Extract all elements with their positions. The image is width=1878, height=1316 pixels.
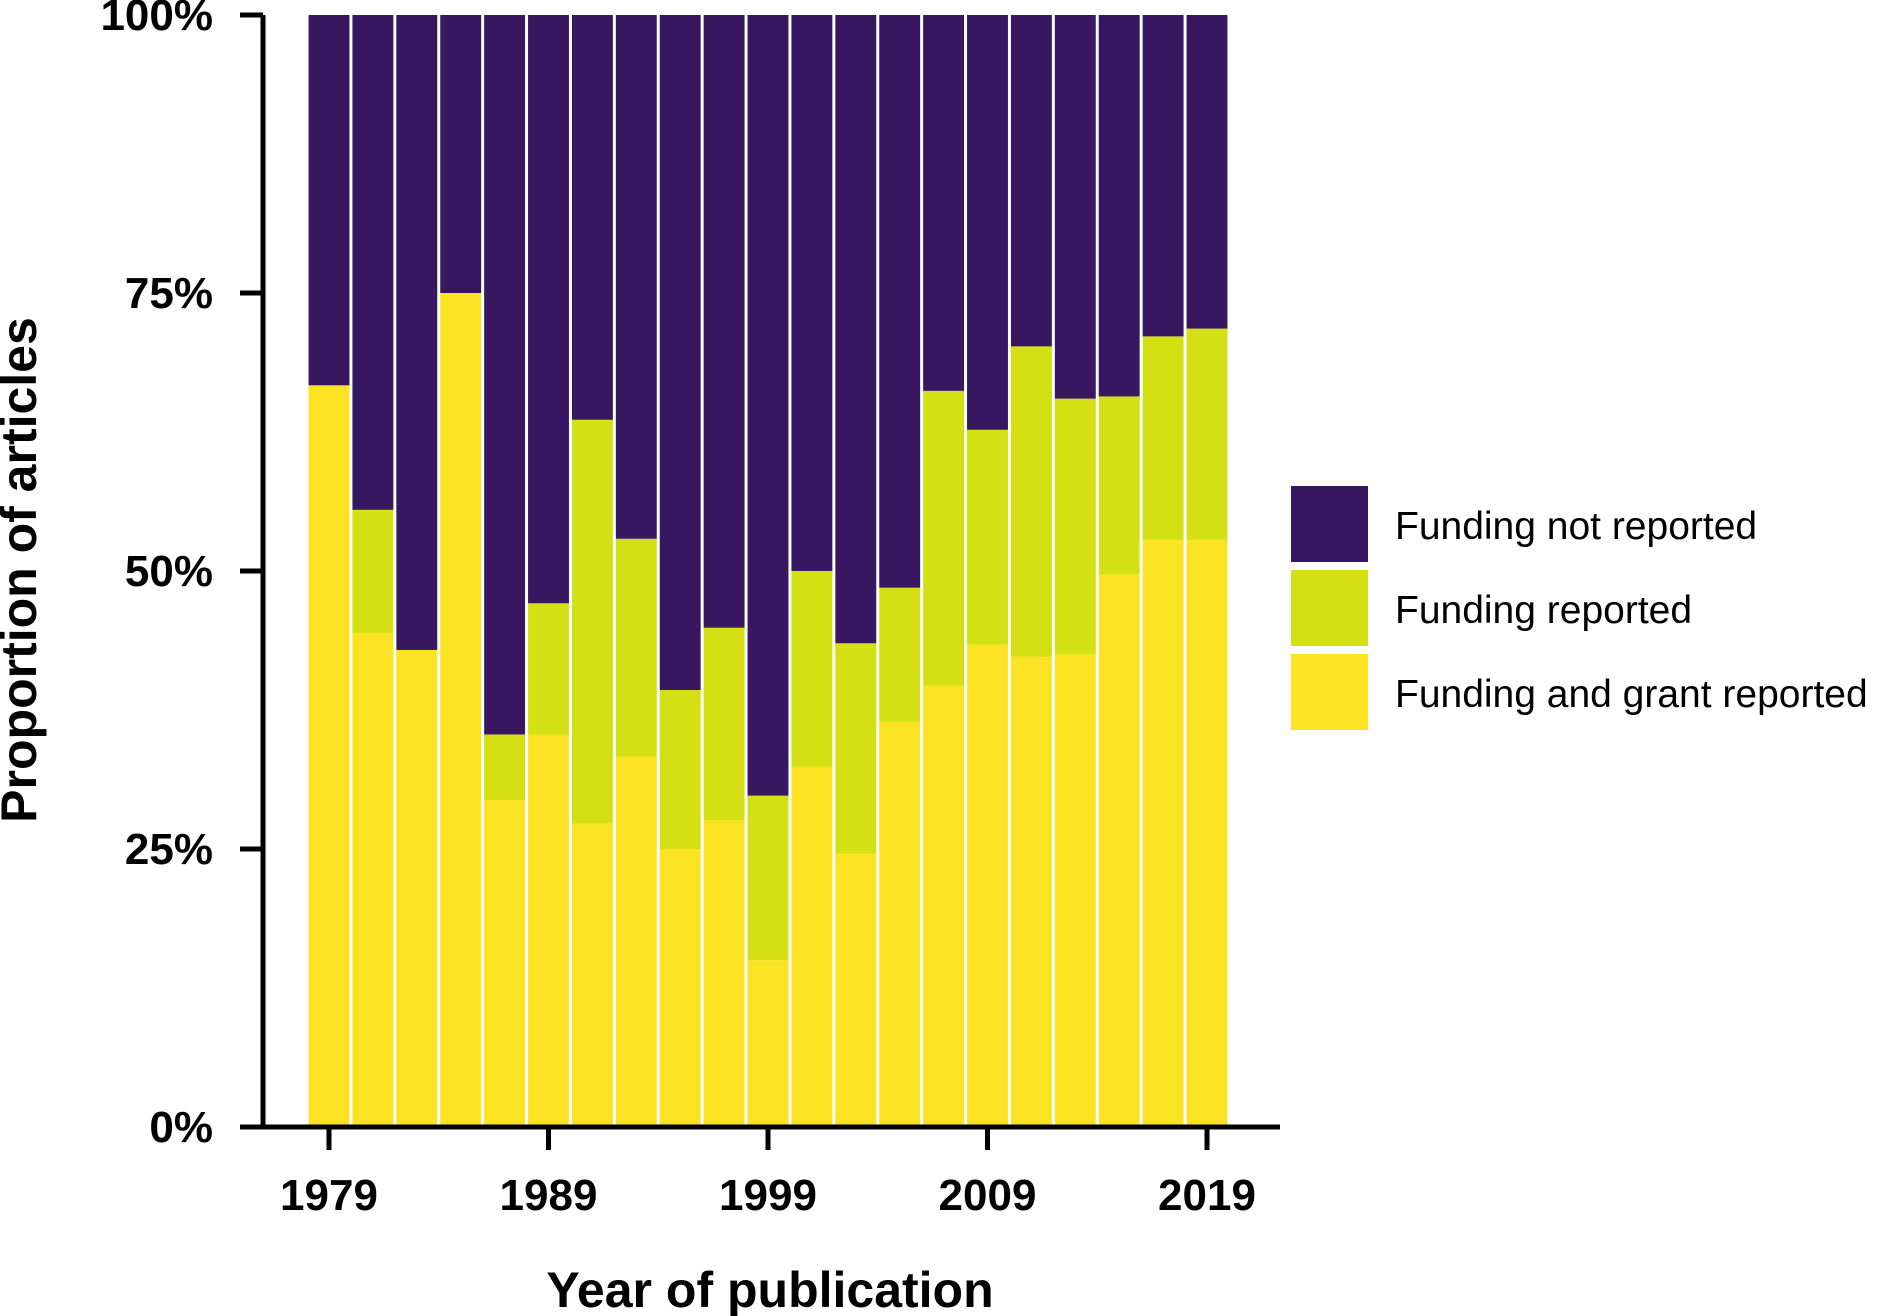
x-tick-label: 2009 bbox=[939, 1171, 1037, 1220]
x-tick-label: 1979 bbox=[280, 1171, 378, 1220]
bar-segment-2003-series-1: Funding reported 2003: 18.9 bbox=[835, 643, 877, 854]
bar-segment-2005-series-2: Funding not reported 2005: 51.5 bbox=[879, 15, 921, 588]
bar-segment-2005-series-0: Funding and grant reported 2005: 36.4 bbox=[879, 722, 921, 1127]
x-tick-label: 1999 bbox=[719, 1171, 817, 1220]
bar-segment-2001-series-0: Funding and grant reported 2001: 32.4 bbox=[791, 766, 833, 1127]
bar-segment-2017-series-0: Funding and grant reported 2017: 52.8 bbox=[1142, 539, 1184, 1127]
bar-segment-1987-series-1: Funding reported 1987: 5.9 bbox=[484, 734, 526, 801]
y-tick-label: 75% bbox=[125, 269, 213, 318]
bar-segment-2015-series-0: Funding and grant reported 2015: 49.7 bbox=[1098, 574, 1140, 1127]
legend-swatch bbox=[1291, 570, 1368, 646]
bar-segment-2013-series-2: Funding not reported 2013: 34.5 bbox=[1054, 15, 1096, 399]
bar-segment-1995-series-0: Funding and grant reported 1995: 25 bbox=[659, 849, 701, 1127]
bar-segment-2019-series-0: Funding and grant reported 2019: 52.8 bbox=[1186, 539, 1228, 1127]
bar-segment-1983-series-2: Funding not reported 1983: 57.1 bbox=[396, 15, 438, 650]
bar-segment-1981-series-2: Funding not reported 1981: 44.5 bbox=[352, 15, 394, 510]
bar-segment-1979-series-0: Funding and grant reported 1979: 66.7 bbox=[308, 385, 350, 1127]
bar-segment-2017-series-1: Funding reported 2017: 18.3 bbox=[1142, 336, 1184, 540]
bar-segment-2007-series-2: Funding not reported 2007: 33.8 bbox=[923, 15, 965, 391]
bar-segment-1991-series-0: Funding and grant reported 1991: 27.3 bbox=[571, 823, 613, 1127]
bar-segment-2011-series-1: Funding reported 2011: 27.9 bbox=[1010, 346, 1052, 657]
bars-layer: Funding and grant reported 1979: 66.7Fun… bbox=[308, 15, 1228, 1127]
bar-segment-1999-series-1: Funding reported 1999: 14.8 bbox=[747, 795, 789, 961]
bar-segment-2005-series-1: Funding reported 2005: 12.1 bbox=[879, 587, 921, 723]
legend-label: Funding not reported bbox=[1395, 505, 1757, 548]
x-axis-ticks: 1979 1989 1999 2009 2019 bbox=[280, 1127, 1256, 1220]
y-tick-label: 100% bbox=[100, 0, 213, 40]
bar-segment-1989-series-1: Funding reported 1989: 11.8 bbox=[528, 603, 569, 735]
legend-label: Funding reported bbox=[1395, 589, 1692, 632]
bar-segment-1995-series-2: Funding not reported 1995: 60.7 bbox=[659, 15, 701, 690]
bar-segment-2015-series-2: Funding not reported 2015: 34.3 bbox=[1098, 15, 1140, 397]
bar-segment-2019-series-2: Funding not reported 2019: 28.2 bbox=[1186, 15, 1228, 329]
bar-segment-2007-series-1: Funding reported 2007: 26.5 bbox=[923, 390, 965, 686]
bar-segment-2017-series-2: Funding not reported 2017: 28.9 bbox=[1142, 15, 1184, 337]
bar-segment-2007-series-0: Funding and grant reported 2007: 39.7 bbox=[923, 685, 965, 1127]
y-tick-label: 0% bbox=[149, 1103, 213, 1152]
bar-segment-1991-series-1: Funding reported 1991: 36.3 bbox=[571, 419, 613, 824]
bar-segment-1997-series-2: Funding not reported 1997: 55.1 bbox=[703, 15, 745, 628]
bar-segment-2003-series-2: Funding not reported 2003: 56.5 bbox=[835, 15, 877, 644]
y-tick-label: 25% bbox=[125, 825, 213, 874]
bar-segment-1989-series-0: Funding and grant reported 1989: 35.3 bbox=[528, 734, 569, 1127]
bar-segment-2003-series-0: Funding and grant reported 2003: 24.6 bbox=[835, 853, 877, 1127]
bar-segment-1981-series-1: Funding reported 1981: 11.1 bbox=[352, 509, 394, 634]
bar-segment-1997-series-1: Funding reported 1997: 17.3 bbox=[703, 627, 745, 821]
bar-segment-1993-series-2: Funding not reported 1993: 47.1 bbox=[615, 15, 657, 539]
bar-segment-2001-series-2: Funding not reported 2001: 50 bbox=[791, 15, 833, 571]
bar-segment-2009-series-2: Funding not reported 2009: 37.3 bbox=[967, 15, 1008, 430]
bar-segment-2009-series-1: Funding reported 2009: 19.3 bbox=[967, 429, 1008, 645]
bar-segment-1987-series-0: Funding and grant reported 1987: 29.4 bbox=[484, 800, 526, 1127]
bar-segment-1993-series-1: Funding reported 1993: 19.6 bbox=[615, 538, 657, 757]
bar-segment-1981-series-0: Funding and grant reported 1981: 44.4 bbox=[352, 633, 394, 1127]
x-axis-title: Year of publication bbox=[546, 1262, 993, 1316]
bar-segment-2015-series-1: Funding reported 2015: 16 bbox=[1098, 396, 1140, 575]
bar-segment-2011-series-2: Funding not reported 2011: 29.8 bbox=[1010, 15, 1052, 347]
legend: Funding not reported Funding reported Fund… bbox=[1291, 486, 1868, 730]
x-tick-label: 1989 bbox=[500, 1171, 598, 1220]
bar-segment-2001-series-1: Funding reported 2001: 17.6 bbox=[791, 571, 833, 767]
bar-segment-1989-series-2: Funding not reported 1989: 52.9 bbox=[528, 15, 569, 604]
bar-segment-1991-series-2: Funding not reported 1991: 36.4 bbox=[571, 15, 613, 420]
legend-swatch bbox=[1291, 486, 1368, 562]
legend-label: Funding and grant reported bbox=[1395, 673, 1868, 716]
x-tick-label: 2019 bbox=[1158, 1171, 1256, 1220]
bar-segment-1993-series-0: Funding and grant reported 1993: 33.3 bbox=[615, 756, 657, 1127]
legend-swatch bbox=[1291, 654, 1368, 730]
bar-segment-1997-series-0: Funding and grant reported 1997: 27.6 bbox=[703, 820, 745, 1127]
y-axis-ticks: 0% 25% 50% 75% 100% bbox=[100, 0, 263, 1152]
bar-segment-1985-series-0: Funding and grant reported 1985: 75 bbox=[440, 293, 482, 1127]
bar-segment-2009-series-0: Funding and grant reported 2009: 43.4 bbox=[967, 644, 1008, 1127]
bar-segment-1995-series-1: Funding reported 1995: 14.3 bbox=[659, 689, 701, 849]
y-axis-title: Proportion of articles bbox=[0, 317, 47, 823]
bar-segment-1983-series-0: Funding and grant reported 1983: 42.9 bbox=[396, 649, 438, 1127]
bar-segment-2019-series-1: Funding reported 2019: 19 bbox=[1186, 328, 1228, 540]
bar-segment-2011-series-0: Funding and grant reported 2011: 42.3 bbox=[1010, 656, 1052, 1127]
bar-segment-1999-series-0: Funding and grant reported 1999: 15 bbox=[747, 960, 789, 1127]
bar-segment-1987-series-2: Funding not reported 1987: 64.7 bbox=[484, 15, 526, 735]
bar-segment-2013-series-1: Funding reported 2013: 23 bbox=[1054, 398, 1096, 655]
bar-segment-1999-series-2: Funding not reported 1999: 70.2 bbox=[747, 15, 789, 796]
y-tick-label: 50% bbox=[125, 547, 213, 596]
bar-segment-1985-series-2: Funding not reported 1985: 25 bbox=[440, 15, 482, 293]
bar-segment-2013-series-0: Funding and grant reported 2013: 42.5 bbox=[1054, 654, 1096, 1127]
bar-segment-1979-series-2: Funding not reported 1979: 33.3 bbox=[308, 15, 350, 386]
